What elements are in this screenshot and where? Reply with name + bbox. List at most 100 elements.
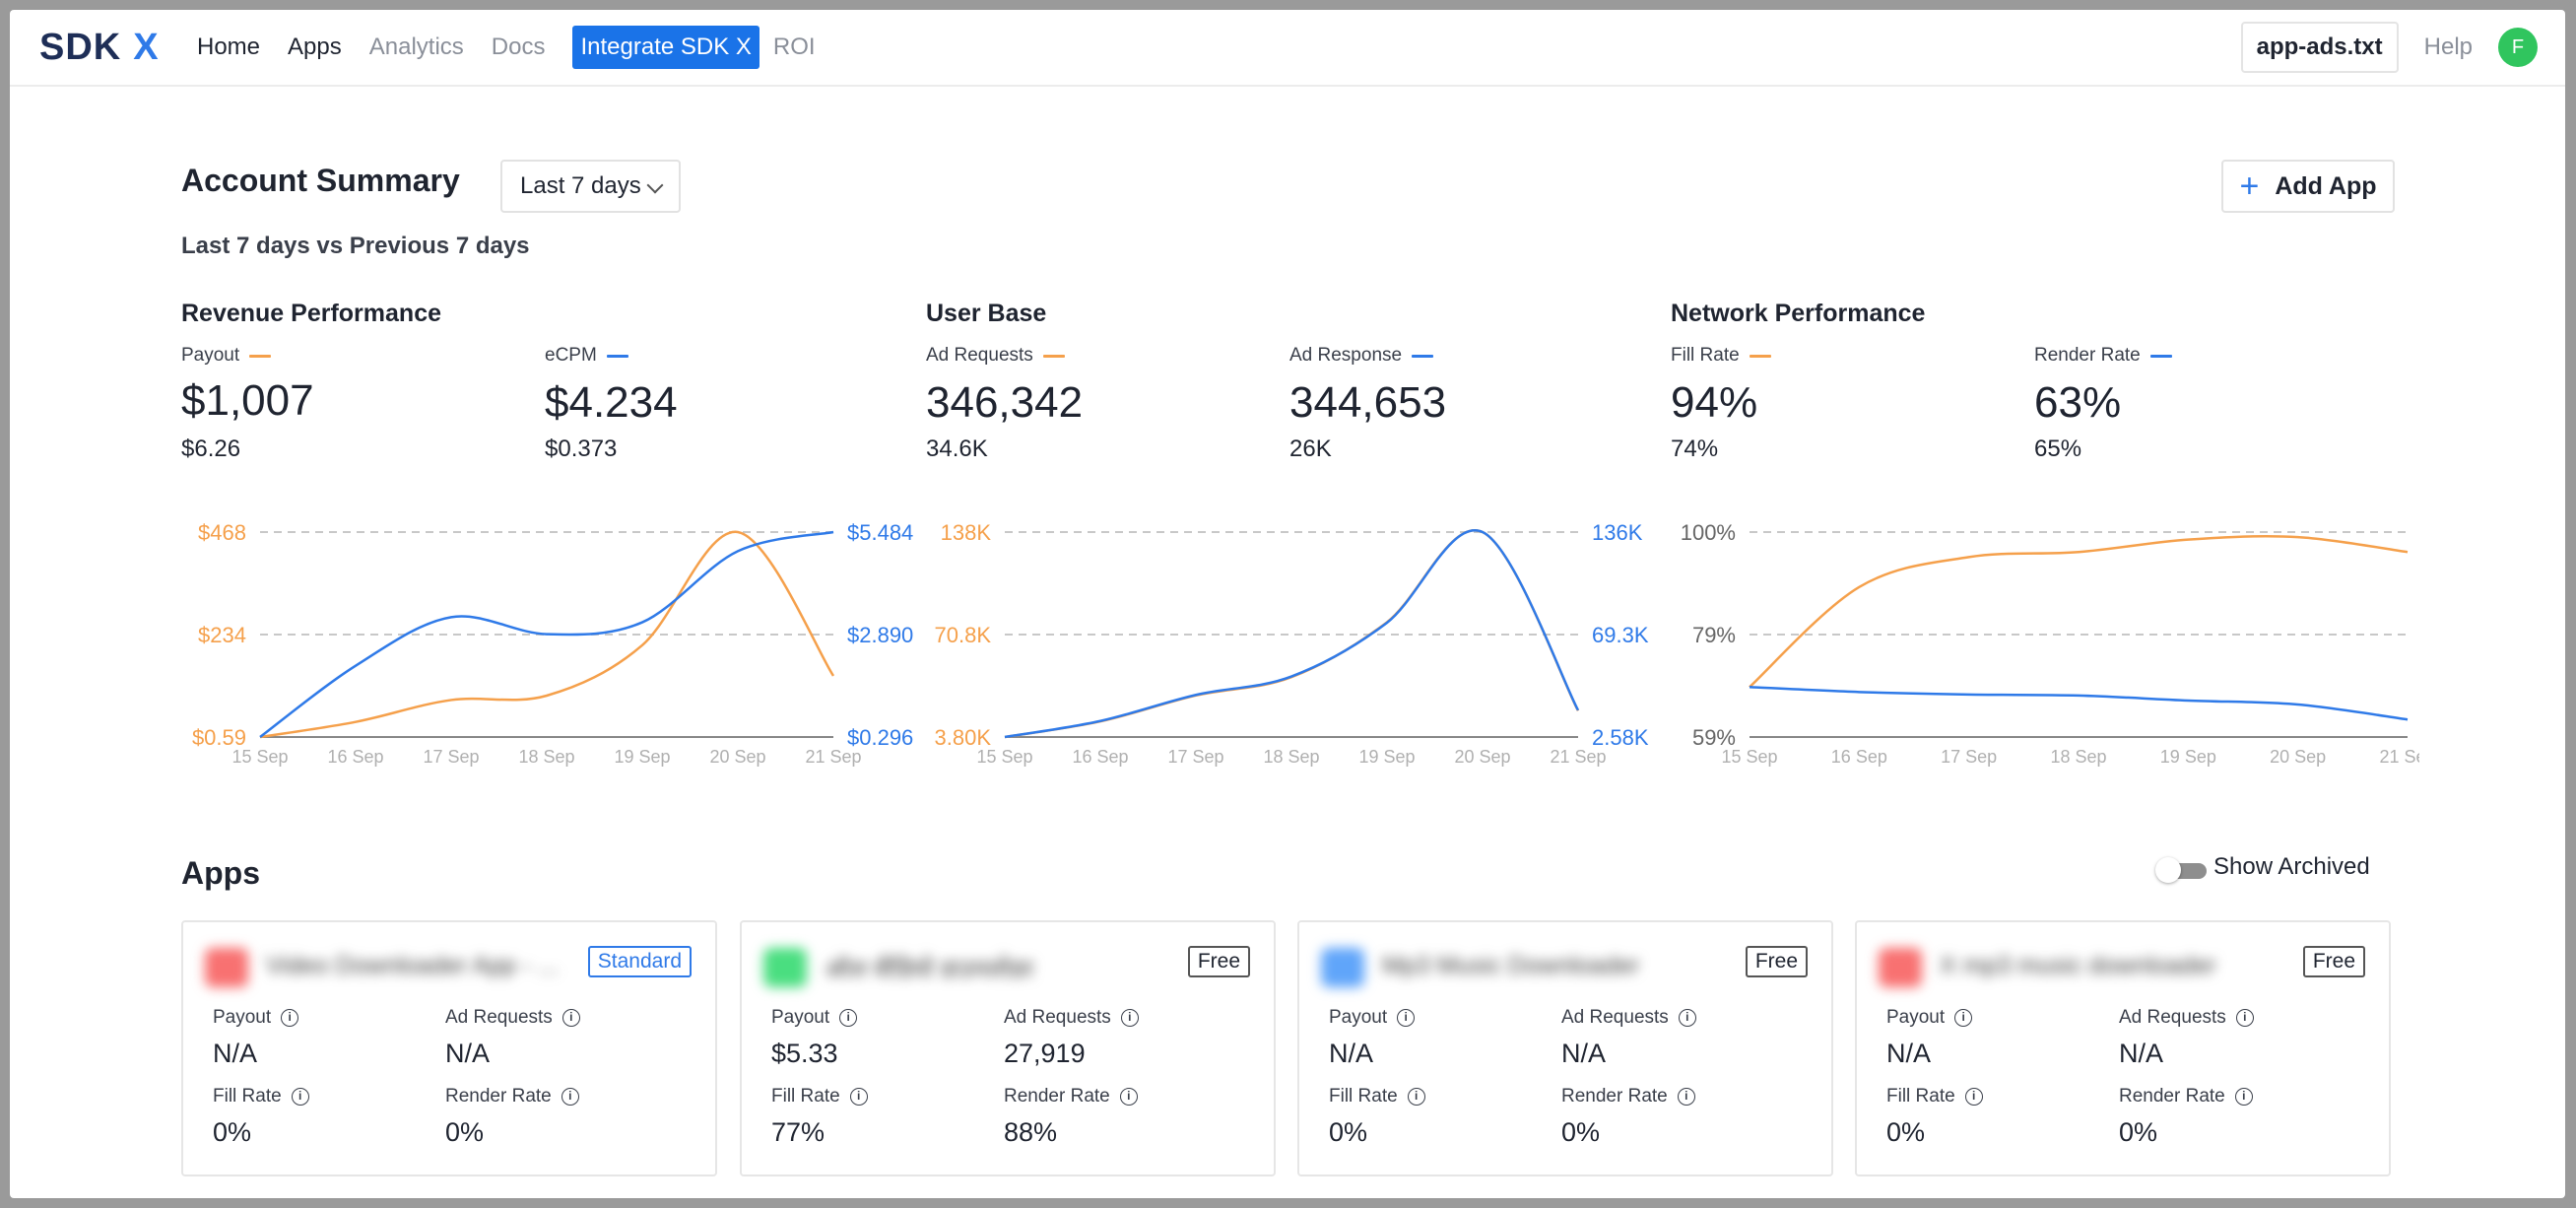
- info-icon[interactable]: i: [1397, 1009, 1416, 1027]
- plan-badge: Free: [1187, 946, 1250, 977]
- nav-docs[interactable]: Docs: [491, 34, 546, 60]
- sdk-x-logo[interactable]: SDK X: [39, 26, 160, 69]
- ecpm-previous: $0.373: [545, 436, 618, 462]
- y-left-tick-label: $234: [198, 623, 246, 647]
- show-archived-label[interactable]: Show Archived: [2213, 853, 2370, 880]
- metric-label-text: Payout: [771, 1007, 830, 1028]
- app-name[interactable]: Video Downloader App - ...: [266, 952, 559, 979]
- user-base-chart: 3.80K 70.8K 138K 2.58K 69.3K 136K 15 Sep 16 Sep…: [935, 520, 1649, 767]
- x-tick-label: 16 Sep: [1831, 747, 1887, 767]
- series-line-ad-response: [1004, 529, 1580, 739]
- x-tick-label: 18 Sep: [1263, 747, 1319, 767]
- orange-legend-icon: [1042, 354, 1065, 358]
- chevron-down-icon: [646, 176, 664, 194]
- app-card[interactable]: X mp3 music downloader Free Payout i N/A Ad R…: [1855, 920, 2391, 1176]
- metric-value: 0%: [1886, 1117, 1926, 1147]
- toggle-knob: [2155, 857, 2181, 883]
- metric-payout: Payout i N/A: [1329, 1007, 1416, 1069]
- show-archived-toggle[interactable]: [2155, 857, 2209, 883]
- metric-label-text: Render Rate: [1561, 1086, 1668, 1107]
- app-name[interactable]: Mp3 Music Downloader: [1382, 952, 1640, 979]
- ad-requests-value: 346,342: [926, 378, 1084, 427]
- info-icon[interactable]: i: [291, 1088, 309, 1106]
- x-tick-label: 16 Sep: [327, 747, 383, 767]
- metric-value: 0%: [2119, 1117, 2158, 1147]
- network-performance-title: Network Performance: [1671, 300, 1926, 327]
- info-icon[interactable]: i: [1678, 1009, 1696, 1027]
- metric-label: Render Rate i: [1004, 1086, 1138, 1107]
- metric-label: Ad Requests i: [2119, 1007, 2254, 1029]
- avatar[interactable]: F: [2498, 28, 2538, 67]
- plan-badge: Standard: [587, 946, 692, 977]
- info-icon[interactable]: i: [561, 1009, 580, 1027]
- nav-right: app-ads.txt Help F: [2240, 22, 2538, 73]
- info-icon[interactable]: i: [561, 1088, 579, 1106]
- info-icon[interactable]: i: [2234, 1088, 2253, 1106]
- fill-rate-label: Fill Rate: [1671, 345, 1771, 367]
- add-app-button[interactable]: + Add App: [2221, 160, 2395, 213]
- help-link[interactable]: Help: [2423, 34, 2473, 60]
- plan-badge: Free: [2302, 946, 2365, 977]
- nav-home[interactable]: Home: [197, 34, 261, 60]
- metric-label: Payout i: [771, 1007, 858, 1029]
- nav-integrate-sdk-x[interactable]: Integrate SDK X: [572, 26, 760, 69]
- ad-requests-label-text: Ad Requests: [926, 345, 1033, 366]
- app-name[interactable]: X mp3 music downloader: [1940, 952, 2216, 979]
- app-card[interactable]: Video Downloader App - ... Standard Payout…: [181, 920, 717, 1176]
- metric-requests: Ad Requests i N/A: [1561, 1007, 1696, 1069]
- logo-text: SDK: [39, 26, 122, 68]
- metric-label-text: Fill Rate: [771, 1086, 840, 1107]
- app-name[interactable]: ऑल वीडियो डाउनलोडर: [825, 956, 1034, 983]
- info-icon[interactable]: i: [1964, 1088, 1983, 1106]
- x-tick-label: 15 Sep: [1721, 747, 1777, 767]
- ecpm-value: $4.234: [545, 378, 678, 427]
- date-range-select[interactable]: Last 7 days: [500, 160, 681, 213]
- y-right-tick-label: 2.58K: [1592, 725, 1649, 750]
- metric-payout: Payout i $5.33: [771, 1007, 858, 1069]
- x-tick-label: 21 Sep: [1550, 747, 1606, 767]
- ad-response-value: 344,653: [1289, 378, 1447, 427]
- y-left-tick-label: 59%: [1692, 725, 1736, 750]
- info-icon[interactable]: i: [1120, 1009, 1139, 1027]
- nav-analytics[interactable]: Analytics: [368, 34, 464, 60]
- fill-rate-label-text: Fill Rate: [1671, 345, 1740, 366]
- nav-roi[interactable]: ROI: [772, 34, 816, 60]
- y-left-tick-label: $468: [198, 520, 246, 545]
- metric-label: Ad Requests i: [1561, 1007, 1696, 1029]
- info-icon[interactable]: i: [1119, 1088, 1138, 1106]
- info-icon[interactable]: i: [1954, 1009, 1973, 1027]
- metric-payout: Payout i N/A: [213, 1007, 299, 1069]
- ad-requests-previous: 34.6K: [926, 436, 988, 462]
- x-tick-label: 18 Sep: [518, 747, 574, 767]
- app-ads-txt-button[interactable]: app-ads.txt: [2240, 22, 2399, 73]
- render-rate-previous: 65%: [2034, 436, 2082, 462]
- info-icon[interactable]: i: [1407, 1088, 1425, 1106]
- ecpm-label: eCPM: [545, 345, 628, 367]
- payout-label-text: Payout: [181, 345, 240, 366]
- info-icon[interactable]: i: [2235, 1009, 2254, 1027]
- metric-value: N/A: [2119, 1039, 2164, 1068]
- y-left-tick-label: 138K: [941, 520, 992, 545]
- info-icon[interactable]: i: [849, 1088, 868, 1106]
- metric-label: Ad Requests i: [1004, 1007, 1139, 1029]
- metric-fill: Fill Rate i 77%: [771, 1086, 868, 1148]
- info-icon[interactable]: i: [839, 1009, 858, 1027]
- info-icon[interactable]: i: [281, 1009, 299, 1027]
- y-right-tick-label: $0.296: [847, 725, 913, 750]
- plus-icon: +: [2239, 168, 2260, 205]
- app-card[interactable]: ऑल वीडियो डाउनलोडर Free Payout i $5.33 Ad Req…: [740, 920, 1276, 1176]
- metric-render: Render Rate i 0%: [1561, 1086, 1695, 1148]
- nav-apps[interactable]: Apps: [288, 34, 342, 60]
- metric-label: Fill Rate i: [1886, 1086, 1983, 1107]
- x-tick-label: 17 Sep: [1167, 747, 1223, 767]
- revenue-performance-title: Revenue Performance: [181, 300, 442, 327]
- app-icon: [205, 948, 248, 987]
- info-icon[interactable]: i: [1677, 1088, 1695, 1106]
- orange-legend-icon: [1749, 354, 1771, 358]
- app-icon: [1321, 948, 1364, 987]
- metric-label-text: Fill Rate: [1329, 1086, 1398, 1107]
- x-tick-label: 15 Sep: [976, 747, 1032, 767]
- user-base-title: User Base: [926, 300, 1047, 327]
- metric-label-text: Ad Requests: [2119, 1007, 2226, 1028]
- app-card[interactable]: Mp3 Music Downloader Free Payout i N/A Ad Req…: [1297, 920, 1833, 1176]
